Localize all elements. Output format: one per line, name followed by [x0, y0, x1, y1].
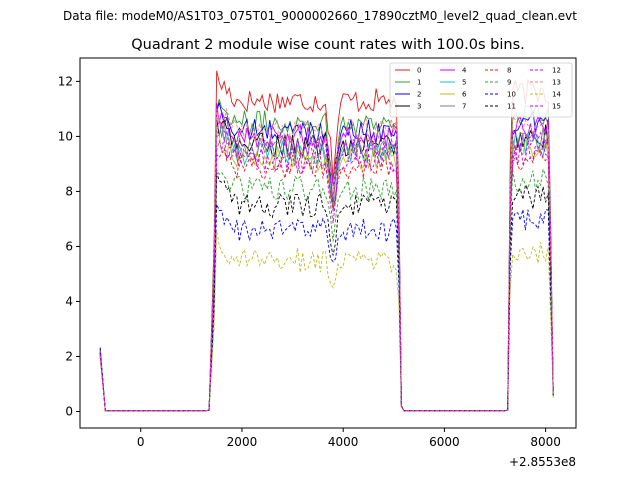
- legend-label-5: 5: [462, 79, 466, 87]
- x-tick-label: 8000: [530, 435, 561, 449]
- series-line-9: [99, 167, 554, 412]
- y-tick-label: 0: [65, 404, 73, 418]
- legend-label-13: 13: [552, 79, 561, 87]
- y-axis: 0 2 4 6 8 10 12: [58, 74, 80, 418]
- x-tick-label: 4000: [328, 435, 359, 449]
- legend-label-4: 4: [462, 67, 467, 75]
- series-line-13: [99, 107, 554, 412]
- suptitle: Data file: modeM0/AS1T03_075T01_90000026…: [63, 9, 577, 23]
- series-layer: [99, 70, 554, 412]
- y-tick-label: 4: [65, 294, 73, 308]
- legend-label-7: 7: [462, 103, 466, 111]
- y-tick-label: 2: [65, 349, 73, 363]
- chart-title: Quadrant 2 module wise count rates with …: [131, 37, 525, 53]
- y-tick-label: 8: [65, 184, 73, 198]
- legend-label-6: 6: [462, 91, 467, 99]
- plot-frame: [79, 57, 577, 429]
- legend-label-9: 9: [507, 79, 511, 87]
- legend-label-8: 8: [507, 67, 511, 75]
- legend-label-2: 2: [417, 91, 421, 99]
- legend-label-14: 14: [552, 91, 561, 99]
- legend-box: [389, 62, 573, 118]
- series-line-15: [99, 137, 554, 412]
- legend-label-12: 12: [552, 67, 561, 75]
- legend-label-11: 11: [507, 103, 516, 111]
- x-tick-label: 2000: [227, 435, 258, 449]
- x-tick-label: 0: [137, 435, 145, 449]
- x-offset-label: +2.8553e8: [509, 455, 576, 469]
- y-tick-label: 12: [58, 74, 73, 88]
- y-tick-label: 6: [65, 239, 73, 253]
- y-tick-label: 10: [58, 129, 73, 143]
- legend-label-15: 15: [552, 103, 561, 111]
- x-axis: 0 2000 4000 6000 8000: [137, 428, 561, 449]
- legend-label-0: 0: [417, 67, 421, 75]
- series-line-10: [99, 204, 554, 412]
- legend-label-1: 1: [417, 79, 421, 87]
- x-tick-label: 6000: [429, 435, 460, 449]
- legend-label-10: 10: [507, 91, 516, 99]
- legend-label-3: 3: [417, 103, 421, 111]
